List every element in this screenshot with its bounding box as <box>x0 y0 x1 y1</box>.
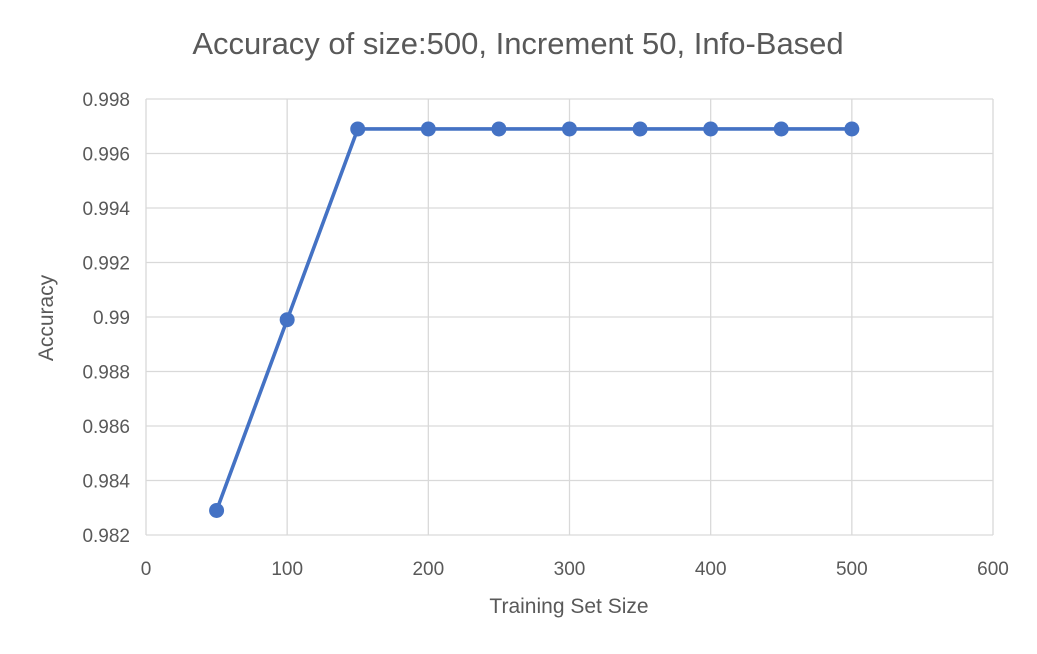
data-point <box>350 121 366 137</box>
x-tick-label: 0 <box>141 559 152 580</box>
x-tick-label: 300 <box>554 559 586 580</box>
data-point <box>279 312 295 328</box>
y-tick-label: 0.988 <box>82 363 130 384</box>
data-point <box>773 121 789 137</box>
data-point <box>209 502 225 518</box>
y-tick-label: 0.986 <box>82 417 130 438</box>
x-axis-ticks: 0 100 200 300 400 500 600 <box>141 559 1009 580</box>
series-layer <box>209 121 860 518</box>
x-tick-label: 400 <box>695 559 727 580</box>
x-tick-label: 500 <box>836 559 868 580</box>
gridlines <box>145 98 994 536</box>
data-point <box>703 121 719 137</box>
chart-title: Accuracy of size:500, Increment 50, Info… <box>192 26 843 61</box>
data-point <box>491 121 507 137</box>
y-axis-ticks: 0.982 0.984 0.986 0.988 0.99 0.992 0.994 0.996 0… <box>82 90 130 547</box>
x-axis-title: Training Set Size <box>489 595 648 618</box>
y-axis-title: Accuracy <box>35 274 58 361</box>
data-point <box>844 121 860 137</box>
y-tick-label: 0.984 <box>82 472 130 493</box>
data-point <box>632 121 648 137</box>
y-tick-label: 0.99 <box>93 308 130 329</box>
data-point <box>420 121 436 137</box>
series-line <box>214 127 852 512</box>
y-tick-label: 0.996 <box>82 145 130 166</box>
y-tick-label: 0.998 <box>82 90 130 111</box>
x-tick-label: 200 <box>412 559 444 580</box>
y-tick-label: 0.982 <box>82 526 130 547</box>
y-tick-label: 0.994 <box>82 199 130 220</box>
x-tick-label: 100 <box>271 559 303 580</box>
y-tick-label: 0.992 <box>82 254 130 275</box>
x-tick-label: 600 <box>977 559 1009 580</box>
data-point <box>562 121 577 137</box>
